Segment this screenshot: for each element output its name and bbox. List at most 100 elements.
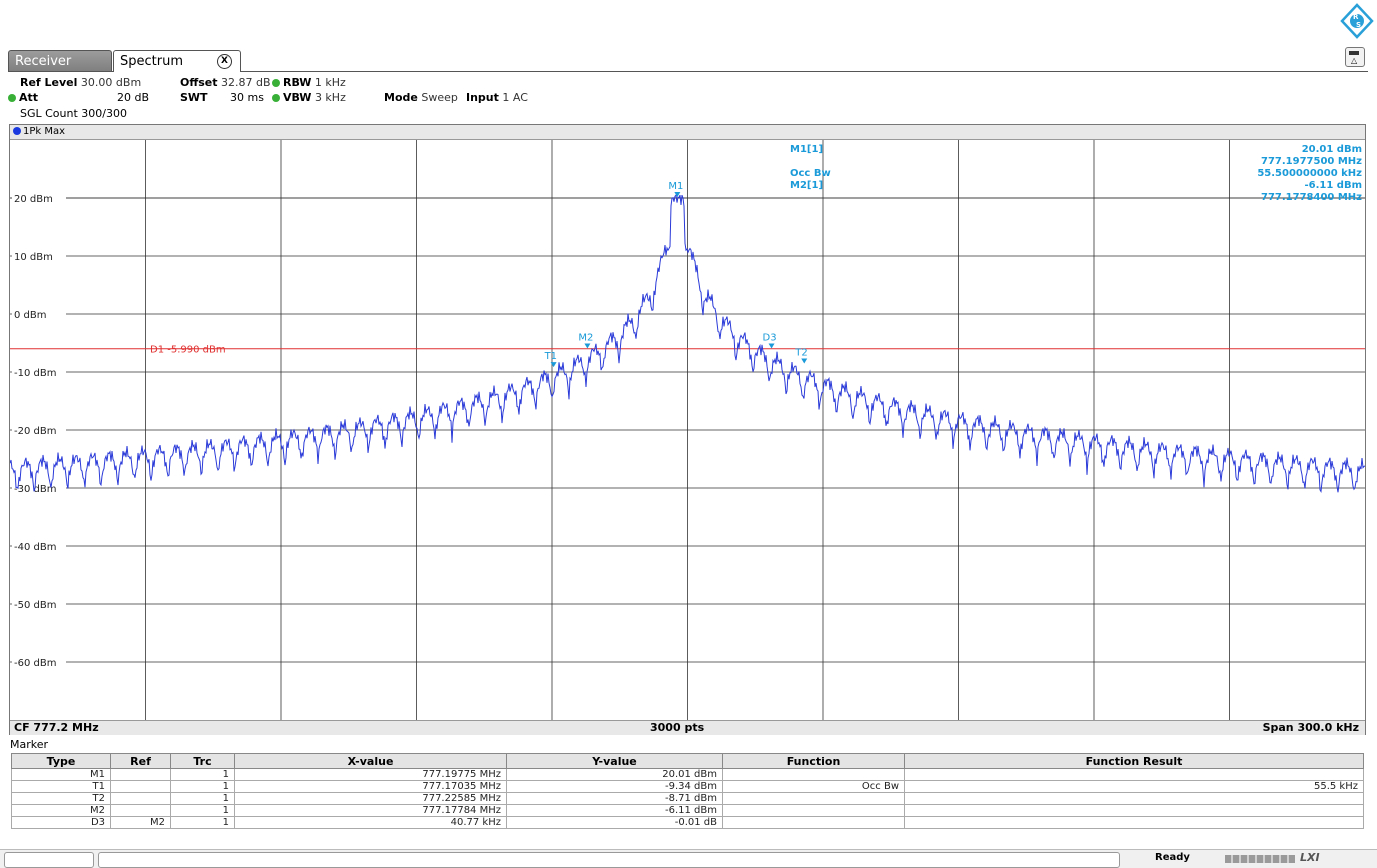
cell-type: M1 <box>11 768 111 781</box>
spectrum-trace <box>10 193 1365 494</box>
marker-table-header: Type Ref Trc X-value Y-value Function Fu… <box>11 753 1364 769</box>
tab-receiver[interactable]: Receiver <box>8 50 112 72</box>
marker-label-d3: D3 <box>763 332 777 343</box>
cell-function <box>722 768 905 781</box>
cell-trc: 1 <box>170 780 235 793</box>
col-ref: Ref <box>110 753 171 769</box>
cell-function: Occ Bw <box>722 780 905 793</box>
display-line-label: D1 -5.990 dBm <box>150 345 226 356</box>
col-trc: Trc <box>170 753 235 769</box>
cell-y-value: -8.71 dBm <box>506 792 723 805</box>
cell-trc: 1 <box>170 816 235 829</box>
toolbar-battery-icon[interactable]: △ <box>1345 47 1365 67</box>
cell-function <box>722 792 905 805</box>
cell-ref <box>110 804 171 817</box>
trace-label: 1Pk Max <box>23 126 66 137</box>
marker-label-t2: T2 <box>794 348 807 359</box>
cell-trc: 1 <box>170 768 235 781</box>
vbw-value: 3 kHz <box>314 91 346 104</box>
col-y-value: Y-value <box>506 753 723 769</box>
marker-info-value: 55.500000000 kHz <box>1257 168 1362 179</box>
rbw-value: 1 kHz <box>314 76 346 89</box>
tab-spectrum-label: Spectrum <box>120 54 183 69</box>
marker-table: Type Ref Trc X-value Y-value Function Fu… <box>11 753 1364 829</box>
table-row[interactable]: T1 1 777.17035 MHz -9.34 dBm Occ Bw 55.5 kHz <box>11 780 1364 793</box>
table-row[interactable]: D3 M2 1 40.77 kHz -0.01 dB <box>11 816 1364 829</box>
ref-level-value: 30.00 dBm <box>80 76 142 89</box>
cell-trc: 1 <box>170 792 235 805</box>
y-tick-label: -10 dBm <box>14 368 56 379</box>
y-tick-label: 0 dBm <box>14 310 47 321</box>
marker-triangle-d3 <box>768 343 775 349</box>
vbw-label: VBW <box>283 91 312 104</box>
tab-receiver-label: Receiver <box>15 54 72 69</box>
marker-triangle-m2 <box>584 343 591 349</box>
sgl-count: SGL Count 300/300 <box>20 107 127 120</box>
cell-function-result <box>904 792 1364 805</box>
att-value: 20 dB <box>117 91 150 104</box>
status-field-message[interactable] <box>98 852 1120 868</box>
setting-att[interactable]: Att <box>8 91 38 104</box>
y-tick-label: -30 dBm <box>14 484 56 495</box>
lxi-logo-icon: LXI <box>1300 851 1320 864</box>
cell-y-value: 20.01 dBm <box>506 768 723 781</box>
status-field-left[interactable] <box>4 852 94 868</box>
cell-function-result <box>904 816 1364 829</box>
marker-label-t1: T1 <box>544 351 557 362</box>
cell-ref: M2 <box>110 816 171 829</box>
cell-type: D3 <box>11 816 111 829</box>
table-row[interactable]: M1 1 777.19775 MHz 20.01 dBm <box>11 768 1364 781</box>
trace-1-indicator-icon <box>13 127 21 135</box>
sweep-points-label: 3000 pts <box>650 721 705 734</box>
setting-mode[interactable]: Mode Sweep <box>384 91 458 104</box>
setting-offset[interactable]: Offset 32.87 dB <box>180 76 271 89</box>
marker-info-value: -6.11 dBm <box>1304 180 1362 191</box>
ref-level-label: Ref Level <box>20 76 78 89</box>
col-type: Type <box>11 753 111 769</box>
swt-label: SWT <box>180 91 208 104</box>
marker-info-value: 20.01 dBm <box>1302 144 1362 155</box>
cell-type: T2 <box>11 792 111 805</box>
y-tick-label-bg <box>12 366 66 378</box>
cell-x-value: 777.17784 MHz <box>234 804 507 817</box>
marker-label-m1: M1 <box>668 181 683 192</box>
cell-ref <box>110 780 171 793</box>
rbw-label: RBW <box>283 76 312 89</box>
marker-triangle-m1 <box>674 191 681 197</box>
cell-x-value: 777.17035 MHz <box>234 780 507 793</box>
cell-function-result <box>904 804 1364 817</box>
marker-info-label: M2[1] <box>790 180 823 191</box>
cell-type: M2 <box>11 804 111 817</box>
table-row[interactable]: T2 1 777.22585 MHz -8.71 dBm <box>11 792 1364 805</box>
setting-swt[interactable]: SWT <box>180 91 208 104</box>
marker-info-label: Occ Bw <box>790 168 831 179</box>
y-tick-label: -50 dBm <box>14 600 56 611</box>
att-label: Att <box>19 91 39 104</box>
table-row[interactable]: M2 1 777.17784 MHz -6.11 dBm <box>11 804 1364 817</box>
status-ready: Ready <box>1155 852 1190 863</box>
setting-input[interactable]: Input 1 AC <box>466 91 528 104</box>
y-tick-label: 10 dBm <box>14 252 53 263</box>
col-function-result: Function Result <box>904 753 1364 769</box>
swt-value: 30 ms <box>230 91 264 104</box>
col-x-value: X-value <box>234 753 507 769</box>
span-label: Span 300.0 kHz <box>1262 721 1359 734</box>
close-tab-icon[interactable]: X <box>217 54 232 69</box>
spectrum-plot[interactable]: 20 dBm 10 dBm 0 dBm -10 dBm -20 dBm -30 dBm -4… <box>10 140 1365 720</box>
y-tick-label: -20 dBm <box>14 426 56 437</box>
setting-rbw[interactable]: RBW 1 kHz <box>272 76 346 89</box>
cell-function <box>722 804 905 817</box>
y-tick-label-bg <box>12 482 66 494</box>
y-tick-label: -60 dBm <box>14 658 56 669</box>
status-bar: Ready LXI <box>0 849 1377 868</box>
cell-function <box>722 816 905 829</box>
setting-ref-level[interactable]: Ref Level 30.00 dBm <box>20 76 141 89</box>
cell-type: T1 <box>11 780 111 793</box>
input-value: 1 AC <box>502 91 528 104</box>
offset-value: 32.87 dB <box>221 76 271 89</box>
mode-label: Mode <box>384 91 418 104</box>
diagram-footer: CF 777.2 MHz 3000 pts Span 300.0 kHz <box>10 720 1365 735</box>
tab-spectrum[interactable]: Spectrum X <box>113 50 241 72</box>
setting-vbw[interactable]: VBW 3 kHz <box>272 91 346 104</box>
y-tick-label-bg <box>12 656 66 668</box>
